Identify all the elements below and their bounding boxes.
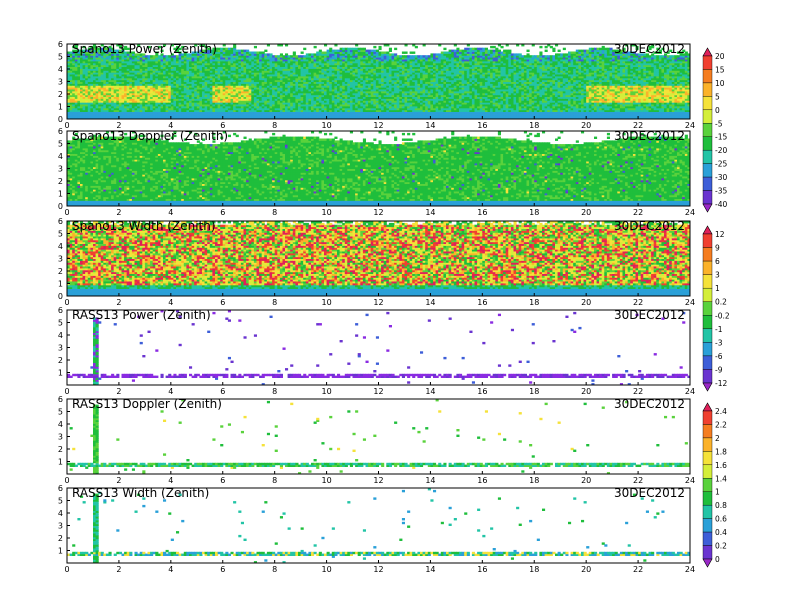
heatmap-cell (314, 46, 317, 48)
heatmap-cell (373, 46, 376, 48)
heatmap-cell (293, 52, 296, 54)
heatmap-cell (389, 48, 392, 50)
heatmap-cell (301, 52, 304, 54)
heatmap-cell (412, 52, 415, 54)
heatmap-cell (264, 50, 267, 52)
heatmap-cell (303, 48, 306, 50)
heatmap-cell (254, 46, 257, 48)
heatmap-cell (394, 48, 397, 50)
heatmap-cell (415, 46, 418, 48)
heatmap-cell (405, 52, 408, 54)
heatmap-cell (379, 46, 382, 48)
